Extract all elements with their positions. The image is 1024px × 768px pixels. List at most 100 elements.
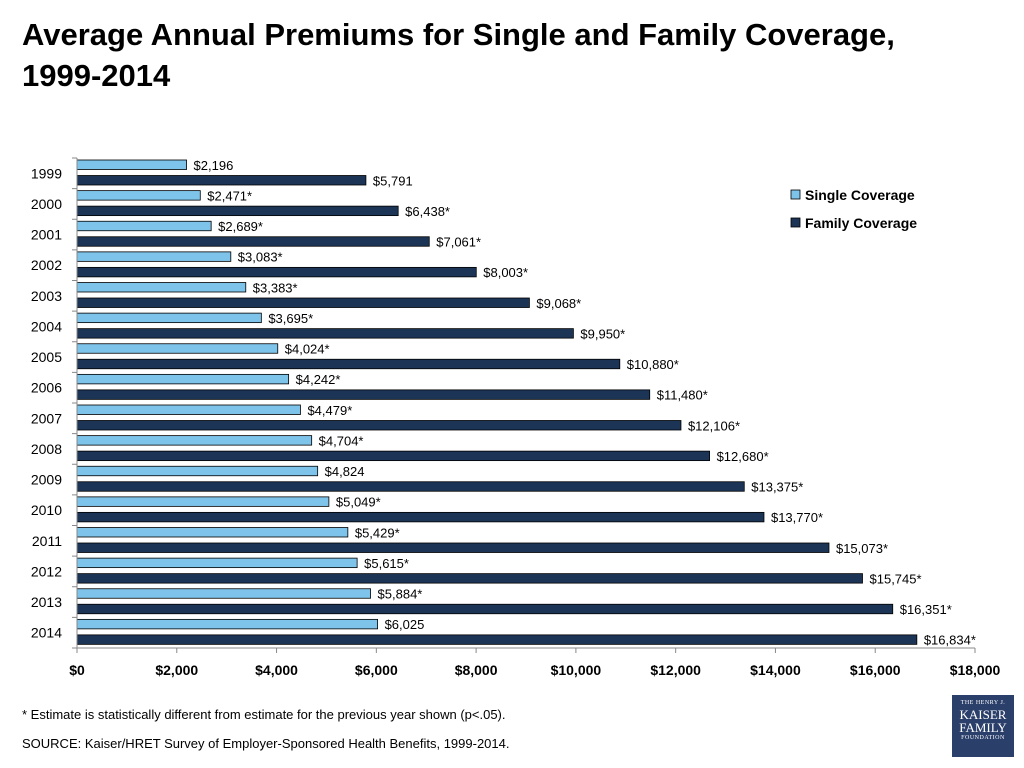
single-coverage-label-2003: $3,383* <box>253 280 298 295</box>
single-coverage-bar-2005 <box>76 343 279 354</box>
single-coverage-bar-2000 <box>76 190 201 201</box>
family-coverage-bar-2012 <box>76 573 863 584</box>
single-coverage-bar-2011 <box>76 527 349 538</box>
x-tick-label: $2,000 <box>155 662 198 678</box>
x-tick-label: $14,000 <box>750 662 801 678</box>
kaiser-family-foundation-logo: THE HENRY J. KAISER FAMILY FOUNDATION <box>952 695 1014 757</box>
footnote: * Estimate is statistically different fr… <box>22 707 506 722</box>
family-coverage-label-2002: $8,003* <box>483 265 528 280</box>
family-coverage-label-2009: $13,375* <box>751 480 803 495</box>
single-coverage-bar-2006 <box>76 373 290 385</box>
logo-line-3: FAMILY <box>959 720 1007 735</box>
legend-swatch-family <box>790 217 801 228</box>
single-coverage-bar-2008 <box>76 435 313 446</box>
family-coverage-label-2003: $9,068* <box>536 296 581 311</box>
single-coverage-label-1999: $2,196 <box>194 158 234 173</box>
family-coverage-bar-2005 <box>76 358 621 370</box>
family-coverage-bar-2013 <box>76 603 894 615</box>
legend-label-single: Single Coverage <box>805 187 915 203</box>
logo-line-4: FOUNDATION <box>961 735 1005 741</box>
single-coverage-bar-2002 <box>76 251 232 262</box>
family-coverage-label-2007: $12,106* <box>688 418 740 433</box>
family-coverage-bar-2004 <box>76 328 574 339</box>
x-tick-label: $8,000 <box>455 662 498 678</box>
family-coverage-bar-2007 <box>76 420 682 431</box>
family-coverage-label-1999: $5,791 <box>373 173 413 188</box>
family-coverage-bar-2001 <box>76 236 430 247</box>
year-label-2009: 2009 <box>31 472 62 488</box>
single-coverage-label-2006: $4,242* <box>296 372 341 387</box>
year-label-2004: 2004 <box>31 318 62 334</box>
x-tick-label: $12,000 <box>650 662 701 678</box>
year-label-2011: 2011 <box>32 533 62 549</box>
single-coverage-label-2009: $4,824 <box>325 464 365 479</box>
chart-title: Average Annual Premiums for Single and F… <box>22 17 895 93</box>
x-tick-label: $6,000 <box>355 662 398 678</box>
family-coverage-bar-2003 <box>76 297 530 308</box>
logo-line-1: THE HENRY J. <box>960 700 1006 706</box>
year-label-2014: 2014 <box>31 625 62 641</box>
single-coverage-bar-2014 <box>76 618 378 630</box>
single-coverage-label-2002: $3,083* <box>238 250 283 265</box>
year-label-2005: 2005 <box>31 349 62 365</box>
family-coverage-label-2010: $13,770* <box>771 510 823 525</box>
premiums-bar-chart: $2,196 $5,791 1999 $2,471* $6,438* 2000 $2,689… <box>31 157 1001 678</box>
single-coverage-label-2014: $6,025 <box>385 617 425 632</box>
legend-swatch-single <box>790 189 801 200</box>
family-coverage-label-2013: $16,351* <box>900 602 952 617</box>
year-label-2003: 2003 <box>31 288 62 304</box>
family-coverage-bar-2009 <box>76 481 745 492</box>
single-coverage-label-2011: $5,429* <box>355 525 400 540</box>
single-coverage-label-2005: $4,024* <box>285 342 330 357</box>
family-coverage-label-2005: $10,880* <box>627 357 679 372</box>
single-coverage-bar-2012 <box>76 557 358 569</box>
single-coverage-label-2001: $2,689* <box>218 219 263 234</box>
single-coverage-bar-2004 <box>76 312 262 324</box>
single-coverage-bar-2001 <box>76 220 212 232</box>
single-coverage-bar-2013 <box>76 588 371 599</box>
single-coverage-label-2012: $5,615* <box>364 556 409 571</box>
year-label-2010: 2010 <box>31 502 62 518</box>
single-coverage-label-2013: $5,884* <box>378 587 423 602</box>
family-coverage-label-2000: $6,438* <box>405 204 450 219</box>
family-coverage-label-2001: $7,061* <box>436 235 481 250</box>
year-label-2000: 2000 <box>31 196 62 212</box>
year-label-2007: 2007 <box>31 410 62 426</box>
x-tick-label: $4,000 <box>255 662 298 678</box>
year-label-2001: 2001 <box>31 227 62 243</box>
year-label-2012: 2012 <box>31 563 62 579</box>
family-coverage-label-2008: $12,680* <box>717 449 769 464</box>
family-coverage-label-2004: $9,950* <box>580 326 625 341</box>
family-coverage-bar-2008 <box>76 450 710 462</box>
logo-line-2: KAISER <box>959 707 1007 722</box>
single-coverage-bar-2009 <box>76 465 319 477</box>
single-coverage-bar-2007 <box>76 404 301 415</box>
family-coverage-bar-1999 <box>76 175 367 186</box>
single-coverage-label-2000: $2,471* <box>207 188 252 203</box>
family-coverage-label-2014: $16,834* <box>924 633 976 648</box>
single-coverage-label-2004: $3,695* <box>268 311 313 326</box>
year-label-2008: 2008 <box>31 441 62 457</box>
year-label-2006: 2006 <box>31 380 62 396</box>
family-coverage-bar-2002 <box>76 266 477 278</box>
family-coverage-bar-2011 <box>76 542 830 553</box>
single-coverage-label-2008: $4,704* <box>319 433 364 448</box>
source-note: SOURCE: Kaiser/HRET Survey of Employer-S… <box>22 736 510 751</box>
family-coverage-bar-2000 <box>76 205 399 217</box>
x-tick-label: $16,000 <box>850 662 901 678</box>
family-coverage-bar-2014 <box>76 634 918 645</box>
x-tick-label: $0 <box>69 662 85 678</box>
year-label-1999: 1999 <box>31 165 62 181</box>
single-coverage-label-2007: $4,479* <box>307 403 352 418</box>
family-coverage-label-2012: $15,745* <box>870 571 922 586</box>
single-coverage-label-2010: $5,049* <box>336 495 381 510</box>
family-coverage-label-2011: $15,073* <box>836 541 888 556</box>
family-coverage-bar-2006 <box>76 389 651 400</box>
single-coverage-bar-2010 <box>76 496 330 507</box>
x-tick-label: $10,000 <box>551 662 602 678</box>
x-tick-label: $18,000 <box>950 662 1001 678</box>
single-coverage-bar-2003 <box>76 282 247 293</box>
year-label-2002: 2002 <box>31 257 62 273</box>
family-coverage-label-2006: $11,480* <box>657 388 708 403</box>
family-coverage-bar-2010 <box>76 511 765 523</box>
